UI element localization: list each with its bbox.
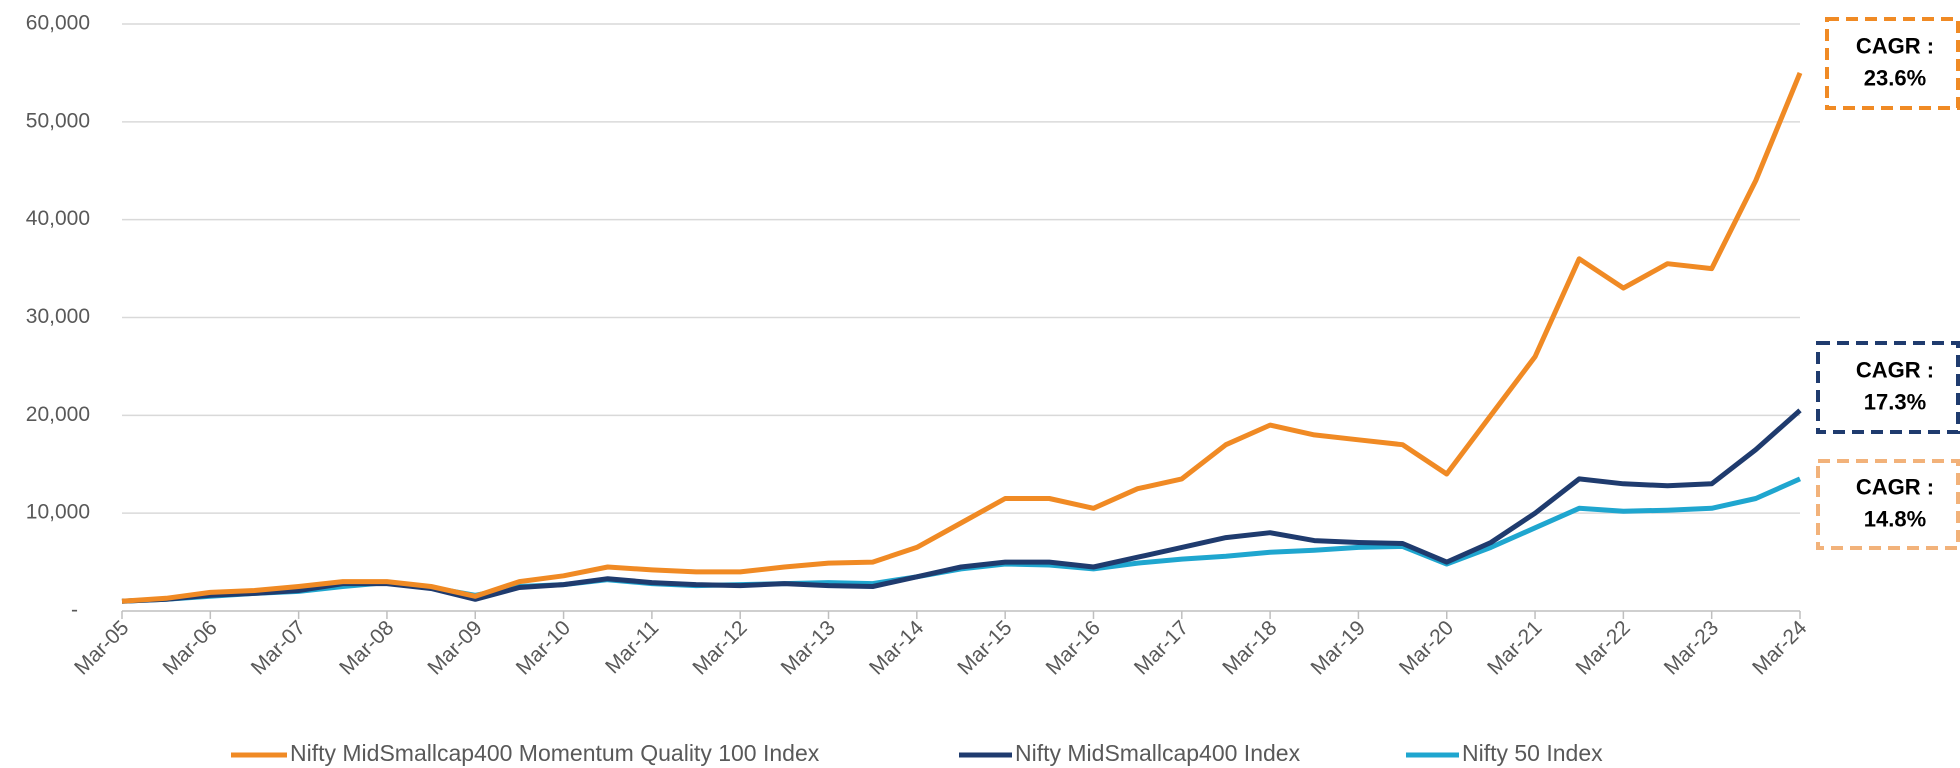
x-tick-label: Mar-08 [335,616,398,679]
y-tick-label: 30,000 [26,305,90,328]
x-tick-label: Mar-21 [1483,616,1546,679]
x-tick-label: Mar-05 [70,616,133,679]
x-tick-label: Mar-11 [601,616,663,678]
y-tick-label: - [71,599,78,622]
annotation-text: 14.8% [1864,506,1926,531]
y-tick-label: 40,000 [26,207,90,230]
legend-label: Nifty MidSmallcap400 Index [1015,740,1301,766]
x-tick-label: Mar-15 [953,616,1016,679]
x-tick-label: Mar-06 [158,616,221,679]
y-tick-label: 50,000 [26,109,90,132]
x-tick-label: Mar-17 [1130,616,1193,679]
annotation-text: CAGR : [1856,33,1934,58]
x-tick-label: Mar-09 [423,616,486,679]
y-tick-label: 20,000 [26,403,90,426]
annotation-text: CAGR : [1856,474,1934,499]
annotation-text: CAGR : [1856,357,1934,382]
y-tick-label: 60,000 [26,12,90,35]
x-tick-label: Mar-16 [1042,616,1105,679]
x-tick-label: Mar-12 [688,616,751,679]
x-tick-label: Mar-13 [777,616,840,679]
x-tick-label: Mar-22 [1572,616,1635,679]
x-tick-label: Mar-07 [247,616,310,679]
x-tick-label: Mar-19 [1307,616,1370,679]
series-line [121,408,1802,604]
annotation-text: 17.3% [1864,389,1926,414]
x-tick-label: Mar-14 [865,616,929,680]
x-tick-label: Mar-10 [512,616,575,679]
legend-label: Nifty 50 Index [1462,740,1603,766]
y-tick-label: 10,000 [26,501,90,524]
annotation-text: 23.6% [1864,65,1926,90]
legend-label: Nifty MidSmallcap400 Momentum Quality 10… [290,740,820,766]
x-tick-label: Mar-18 [1218,616,1281,679]
annotation-box [1825,17,1960,110]
x-tick-label: Mar-24 [1748,616,1812,680]
x-tick-label: Mar-20 [1395,616,1458,679]
x-tick-label: Mar-23 [1660,616,1723,679]
annotation-box [1816,341,1960,434]
annotation-box [1816,459,1960,550]
series-line [121,71,1803,604]
